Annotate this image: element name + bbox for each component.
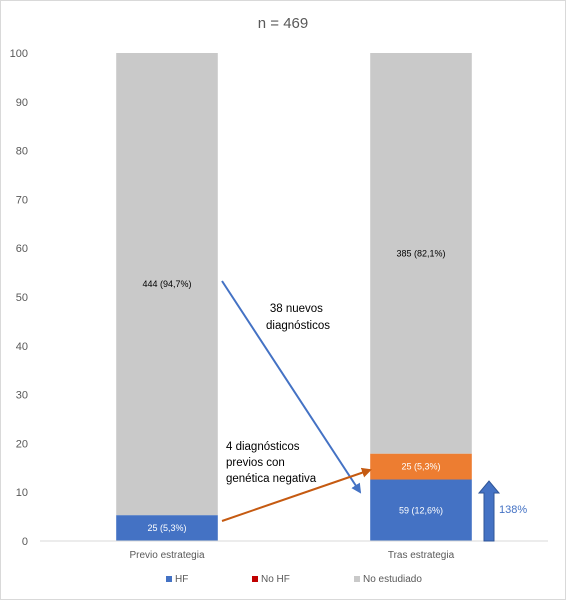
- bar-segment: [116, 53, 218, 516]
- bar-segment: [370, 479, 472, 541]
- x-category-label: Previo estrategia: [129, 550, 204, 561]
- annotation-new-diagnoses-line2: diagnósticos: [266, 320, 330, 332]
- legend-label: No estudiado: [363, 574, 422, 585]
- data-label: 444 (94,7%): [142, 279, 191, 289]
- legend-swatch: [252, 576, 258, 582]
- data-label: 25 (5,3%): [147, 523, 186, 533]
- y-tick-label: 30: [16, 390, 28, 402]
- bar-segment: [370, 53, 472, 454]
- y-tick-label: 90: [16, 97, 28, 109]
- y-tick-label: 60: [16, 243, 28, 255]
- data-label: 385 (82,1%): [396, 248, 445, 258]
- chart-legend: HF No HF No estudiado: [166, 574, 422, 585]
- y-tick-label: 100: [10, 48, 28, 60]
- data-label: 25 (5,3%): [401, 462, 440, 472]
- arrow-negative-genetics: [221, 467, 372, 522]
- y-tick-label: 10: [16, 487, 28, 499]
- annotation-negative-genetics: 4 diagnósticos previos con genética nega…: [226, 441, 317, 485]
- bar-segment: [116, 515, 218, 541]
- arrow-new-diagnoses: [221, 280, 362, 494]
- x-category-label: Tras estrategia: [388, 550, 455, 561]
- annotation-negative-genetics-line1: 4 diagnósticos: [226, 441, 300, 453]
- legend-swatch: [354, 576, 360, 582]
- y-tick-label: 50: [16, 292, 28, 304]
- y-tick-label: 70: [16, 194, 28, 206]
- annotation-negative-genetics-line2: previos con: [226, 457, 285, 469]
- bar-segment: [370, 453, 472, 480]
- legend-label: HF: [175, 574, 188, 585]
- y-tick-label: 40: [16, 341, 28, 353]
- legend-label: No HF: [261, 574, 290, 585]
- increase-label: 138%: [499, 504, 527, 516]
- increase-arrow-icon: [477, 480, 501, 542]
- annotation-new-diagnoses-line1: 38 nuevos: [270, 303, 323, 315]
- chart-title: n = 469: [258, 15, 308, 32]
- annotation-negative-genetics-line3: genética negativa: [226, 473, 317, 485]
- y-tick-label: 80: [16, 146, 28, 158]
- annotation-new-diagnoses: 38 nuevos diagnósticos: [266, 303, 330, 332]
- y-tick-label: 20: [16, 438, 28, 450]
- legend-swatch: [166, 576, 172, 582]
- data-label: 59 (12,6%): [399, 505, 443, 515]
- y-tick-label: 0: [22, 536, 28, 548]
